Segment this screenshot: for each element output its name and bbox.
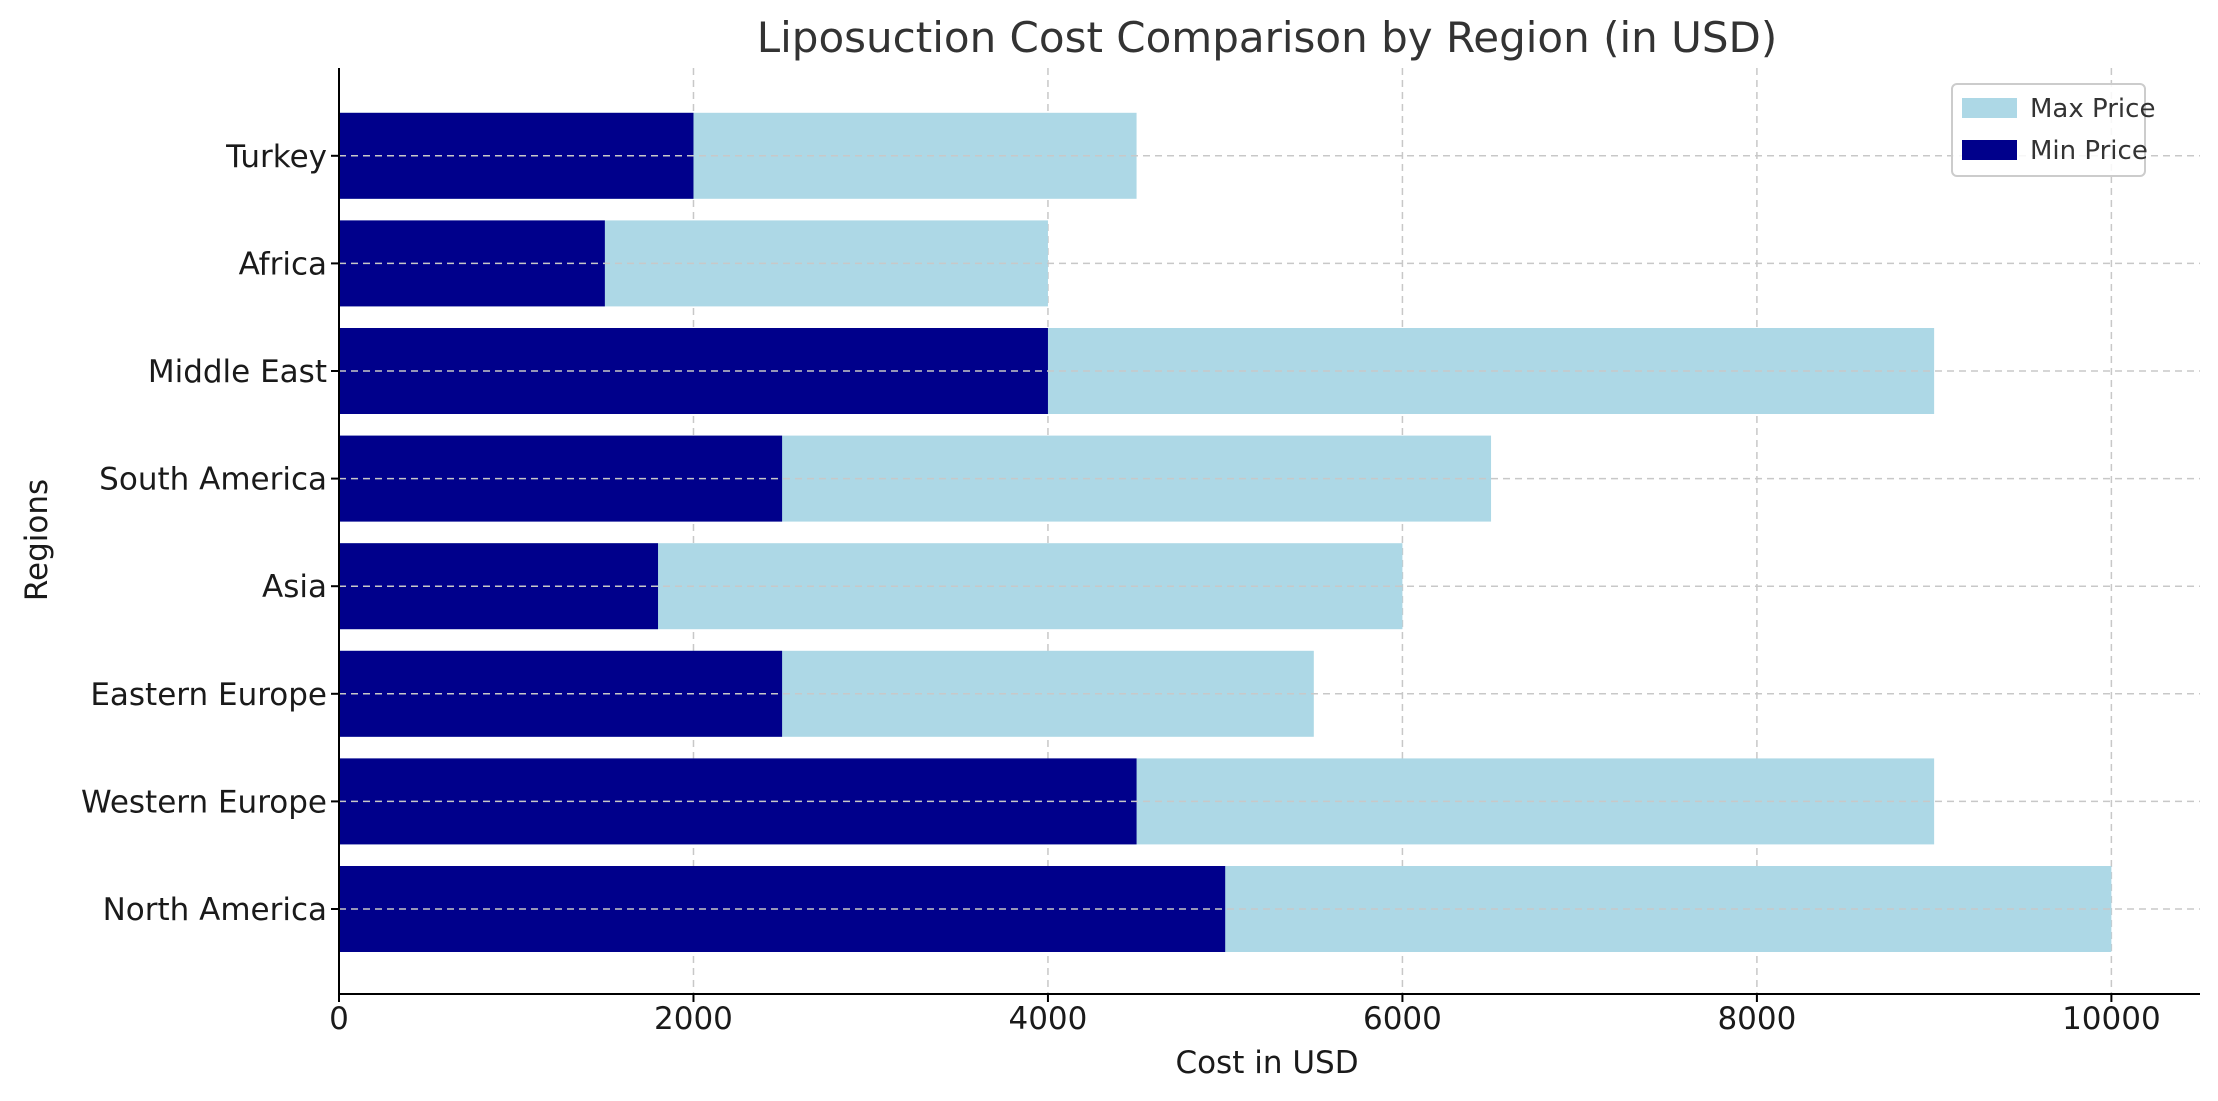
x-tick-label: 10000 <box>2062 1001 2161 1037</box>
y-tick-label: North America <box>103 892 327 928</box>
legend-label-min-price: Min Price <box>2030 136 2148 166</box>
axes <box>338 68 2200 995</box>
legend: Max Price Min Price <box>1951 83 2155 177</box>
y-grid <box>339 155 2200 910</box>
legend-swatch-max-price <box>1962 98 2017 118</box>
y-tick-label: Middle East <box>148 354 327 390</box>
y-tick-label: Turkey <box>225 139 327 175</box>
x-tick-label: 6000 <box>1363 1001 1442 1037</box>
tick-labels: North America Western Europe Eastern Europ… <box>81 139 2161 1037</box>
y-tick-label: South America <box>99 462 327 498</box>
grid <box>692 68 2113 994</box>
legend-label-max-price: Max Price <box>2030 94 2155 124</box>
bars <box>339 112 2112 952</box>
x-tick-label: 8000 <box>1717 1001 1796 1037</box>
y-tick-label: Africa <box>239 246 327 282</box>
x-tick-label: 2000 <box>654 1001 733 1037</box>
y-tick-label: Asia <box>262 569 327 605</box>
x-axis-label: Cost in USD <box>1175 1045 1358 1081</box>
x-tick-label: 4000 <box>1008 1001 1087 1037</box>
y-tick-label: Eastern Europe <box>90 677 327 713</box>
legend-swatch-min-price <box>1962 140 2017 160</box>
y-tick-label: Western Europe <box>81 784 327 820</box>
y-axis-label: Regions <box>19 479 55 601</box>
chart-title: Liposuction Cost Comparison by Region (i… <box>757 13 1778 62</box>
bar-min-price-turkey <box>339 112 694 199</box>
x-tick-label: 0 <box>329 1001 349 1037</box>
